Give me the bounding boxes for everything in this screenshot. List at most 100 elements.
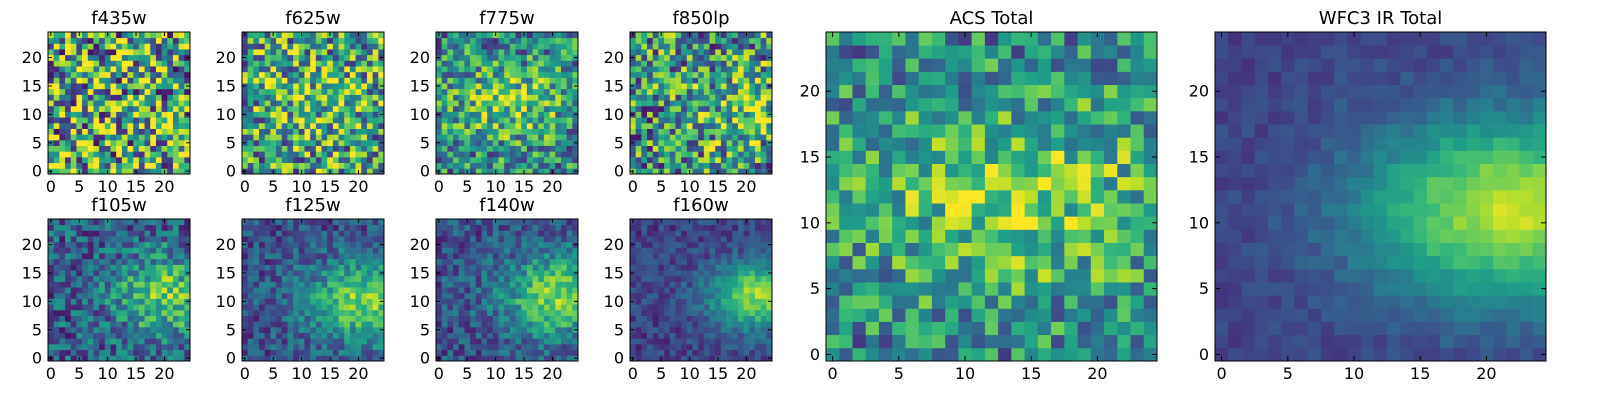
- heatmap-cell: [515, 253, 522, 260]
- heatmap-cell: [538, 117, 545, 124]
- heatmap-cell: [110, 49, 117, 56]
- heatmap-cell: [361, 219, 368, 226]
- heatmap-cell: [87, 60, 94, 67]
- heatmap-cell: [144, 287, 151, 294]
- heatmap-cell: [172, 100, 180, 107]
- heatmap-cell: [93, 287, 100, 294]
- heatmap-cell: [287, 117, 294, 124]
- heatmap-cell: [178, 315, 185, 322]
- heatmap-cell: [247, 315, 254, 322]
- heatmap-cell: [53, 60, 60, 67]
- heatmap-cell: [692, 139, 699, 146]
- heatmap-cell: [378, 37, 385, 44]
- heatmap-cell: [93, 83, 100, 90]
- heatmap-cell: [652, 77, 659, 84]
- heatmap-cell: [726, 292, 733, 299]
- heatmap-cell: [304, 253, 311, 260]
- heatmap-cell: [498, 37, 505, 44]
- heatmap-cell: [116, 230, 123, 237]
- heatmap-cell: [555, 71, 562, 78]
- heatmap-cell: [737, 355, 744, 362]
- heatmap-cell: [361, 156, 368, 164]
- heatmap-cell: [281, 292, 288, 299]
- heatmap-cell: [321, 139, 328, 146]
- heatmap-cell: [253, 304, 260, 311]
- heatmap-cell: [121, 32, 128, 39]
- heatmap-cell: [630, 105, 637, 112]
- heatmap-cell: [669, 168, 676, 175]
- heatmap-cell: [310, 128, 317, 135]
- heatmap-cell: [281, 162, 288, 169]
- heatmap-cell: [441, 66, 448, 73]
- heatmap-cell: [766, 32, 773, 39]
- heatmap-cell: [287, 94, 294, 101]
- heatmap-cell: [361, 287, 368, 294]
- heatmap-cell: [93, 32, 100, 39]
- heatmap-cell: [70, 281, 77, 288]
- heatmap-cell: [766, 338, 773, 345]
- heatmap-cell: [658, 315, 665, 322]
- heatmap-cell: [526, 247, 533, 254]
- heatmap-cell: [692, 168, 699, 175]
- heatmap-cell: [709, 43, 716, 50]
- heatmap-cell: [458, 219, 465, 226]
- heatmap-cell: [161, 43, 168, 50]
- heatmap-cell: [276, 270, 283, 277]
- heatmap-cell: [366, 66, 374, 73]
- heatmap-cell: [65, 88, 72, 95]
- heatmap-cell: [447, 32, 454, 39]
- heatmap-cell: [692, 100, 699, 107]
- heatmap-cell: [161, 315, 168, 322]
- heatmap-cell: [338, 326, 345, 333]
- heatmap-cell: [509, 287, 516, 294]
- heatmap-cell: [276, 247, 283, 254]
- heatmap-cell: [264, 349, 271, 356]
- heatmap-cell: [242, 128, 249, 135]
- heatmap-cell: [281, 349, 288, 356]
- heatmap-cell: [53, 309, 60, 316]
- heatmap-cell: [766, 43, 773, 50]
- heatmap-cell: [481, 326, 488, 333]
- heatmap-cell: [344, 219, 351, 226]
- heatmap-cell: [686, 292, 693, 299]
- heatmap-cell: [737, 151, 744, 158]
- heatmap-cell: [310, 168, 317, 175]
- y-tick-label: 20: [216, 235, 236, 254]
- heatmap-cell: [293, 88, 300, 95]
- heatmap-cell: [259, 60, 266, 67]
- y-tick-label: 15: [22, 263, 42, 282]
- heatmap-cell: [332, 241, 339, 248]
- heatmap-cell: [144, 168, 151, 175]
- heatmap-cell: [698, 94, 705, 101]
- heatmap-cell: [161, 309, 168, 316]
- heatmap-cell: [338, 270, 345, 277]
- heatmap-cell: [344, 315, 351, 322]
- heatmap-cell: [521, 162, 528, 169]
- heatmap-cell: [715, 349, 722, 356]
- heatmap-cell: [703, 156, 710, 164]
- heatmap-cell: [70, 224, 77, 231]
- heatmap-cell: [110, 37, 117, 44]
- heatmap-cell: [178, 156, 185, 164]
- heatmap-cell: [521, 304, 528, 311]
- heatmap-cell: [178, 94, 185, 101]
- heatmap-cell: [127, 343, 134, 351]
- heatmap-cell: [184, 219, 191, 226]
- heatmap-cell: [372, 156, 379, 164]
- heatmap-cell: [293, 258, 300, 265]
- heatmap-cell: [178, 111, 185, 118]
- heatmap-cell: [766, 292, 773, 299]
- heatmap-cell: [242, 66, 249, 73]
- heatmap-cell: [138, 168, 145, 175]
- heatmap-cell: [144, 349, 151, 356]
- heatmap-cell: [321, 321, 328, 328]
- heatmap-cell: [270, 349, 277, 356]
- heatmap-cell: [470, 88, 477, 95]
- heatmap-cell: [59, 105, 66, 112]
- heatmap-cell: [470, 315, 477, 322]
- heatmap-cell: [349, 100, 356, 107]
- heatmap-cell: [504, 66, 511, 73]
- heatmap-cell: [470, 139, 477, 146]
- heatmap-cell: [669, 349, 676, 356]
- heatmap-cell: [470, 275, 477, 282]
